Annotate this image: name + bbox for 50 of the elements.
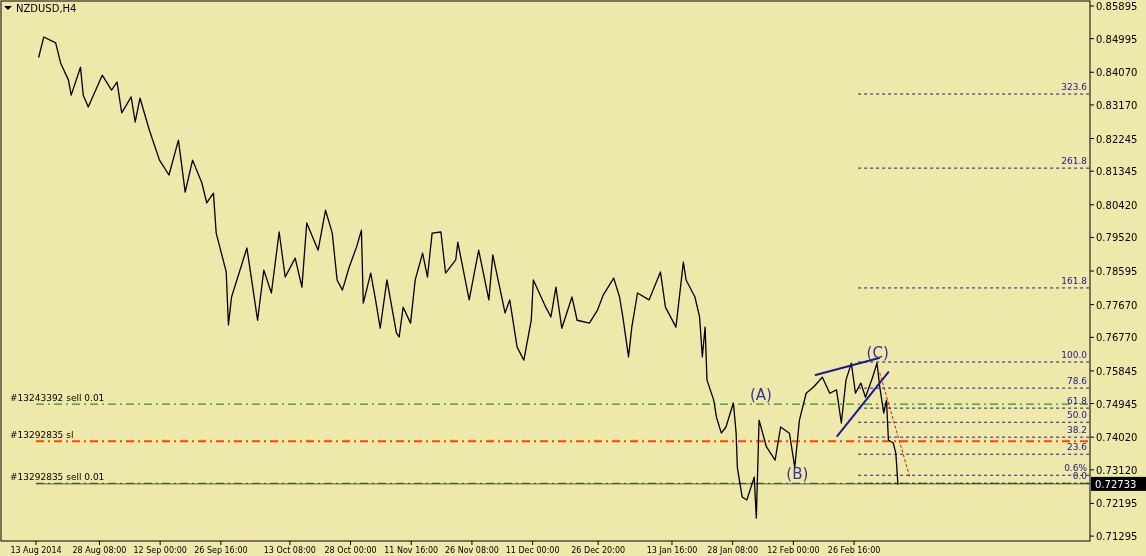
x-tick-label: 28 Jan 08:00 (707, 546, 759, 555)
y-tick-label: 0.81345 (1096, 166, 1138, 178)
annotation: (B) (786, 465, 809, 484)
x-tick-label: 12 Sep 00:00 (133, 546, 187, 555)
y-tick-label: 0.78595 (1096, 266, 1138, 278)
y-tick-label: 0.71295 (1096, 531, 1138, 543)
x-tick-label: 26 Dec 20:00 (571, 546, 626, 555)
annotation: 100.0 (1061, 350, 1088, 360)
x-tick-label: 11 Dec 00:00 (505, 546, 560, 555)
annotation: 78.6 (1066, 376, 1088, 387)
annotation: 161.8 (1061, 275, 1088, 286)
y-tick-label: 0.82245 (1096, 133, 1138, 145)
ref-line-label: #13292835 sl (10, 430, 74, 441)
annotation: 38.2 (1066, 425, 1087, 436)
chart-title: NZDUSD,H4 (16, 3, 77, 14)
y-tick-label: 0.75845 (1096, 365, 1138, 377)
y-tick-label: 0.83170 (1096, 99, 1138, 111)
x-tick-label: 11 Nov 16:00 (384, 546, 439, 555)
y-tick-label: 0.80420 (1096, 199, 1138, 211)
annotation: 261.8 (1061, 156, 1088, 167)
x-tick-label: 12 Feb 00:00 (767, 546, 820, 555)
y-tick-label: 0.76770 (1096, 332, 1138, 344)
x-tick-label: 28 Oct 00:00 (324, 546, 377, 555)
x-tick-label: 13 Aug 2014 (10, 546, 62, 555)
x-tick-label: 13 Oct 08:00 (263, 546, 316, 555)
annotation: 23.6 (1066, 442, 1088, 453)
y-tick-label: 0.74020 (1096, 432, 1138, 444)
ref-line-label: #13243392 sell 0.01 (10, 393, 105, 404)
y-tick-label: 0.73120 (1096, 464, 1138, 476)
y-tick-label: 0.79520 (1096, 232, 1138, 244)
annotation: (A) (749, 386, 772, 405)
y-tick-label: 0.84995 (1096, 33, 1138, 45)
y-tick-label: 0.72195 (1096, 498, 1138, 510)
y-tick-label: 0.77670 (1096, 299, 1138, 311)
annotation: 323.6 (1061, 82, 1088, 93)
x-tick-label: 13 Jan 16:00 (646, 546, 698, 555)
annotation: 50.0 (1066, 410, 1088, 421)
annotation: (C) (866, 344, 889, 362)
y-tick-label: 0.74945 (1096, 398, 1138, 410)
annotation: 61.8 (1066, 396, 1088, 407)
x-tick-label: 28 Aug 08:00 (72, 546, 127, 555)
x-tick-label: 26 Sep 16:00 (194, 546, 248, 555)
x-tick-label: 26 Feb 16:00 (827, 546, 881, 555)
annotation: 0.6% (1064, 463, 1088, 474)
x-tick-label: 26 Nov 08:00 (444, 546, 499, 555)
ref-line-label: #13292835 sell 0.01 (10, 472, 105, 483)
ref-line-label: 0.72733 (1095, 478, 1137, 490)
y-tick-label: 0.84070 (1096, 67, 1138, 79)
y-tick-label: 0.85895 (1096, 0, 1138, 12)
annotation: 0.0 (1072, 471, 1088, 482)
